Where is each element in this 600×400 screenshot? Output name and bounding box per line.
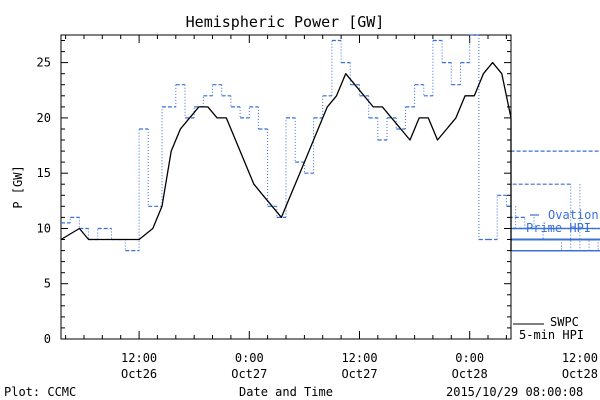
legend-ovation-label-line2: Prime HPI xyxy=(526,221,591,235)
x-tick-label-date: Oct27 xyxy=(231,367,267,381)
y-tick-label: 5 xyxy=(44,277,51,291)
x-tick-label-date: Oct26 xyxy=(121,367,157,381)
legend-swpc-label-line2: 5-min HPI xyxy=(519,328,584,342)
x-tick-label-time: 12:00 xyxy=(562,351,598,365)
x-tick-label-time: 12:00 xyxy=(341,351,377,365)
x-tick-label-time: 0:00 xyxy=(235,351,264,365)
x-axis: 12:00 Oct26 0:00 Oct27 12:00 Oct27 0:00 Oct28 12… xyxy=(65,35,598,381)
x-tick-label-time: 0:00 xyxy=(455,351,484,365)
x-tick-label-date: Oct28 xyxy=(452,367,488,381)
chart-title: Hemispheric Power [GW] xyxy=(186,13,385,31)
y-tick-label: 0 xyxy=(44,332,51,346)
plot-source-label: Plot: CCMC xyxy=(4,385,76,399)
y-tick-label: 20 xyxy=(37,111,51,125)
x-tick-label-time: 12:00 xyxy=(121,351,157,365)
series-ovation-prime-hpi xyxy=(61,34,600,252)
legend-ovation-label-line1: Ovation xyxy=(548,208,599,222)
x-axis-label: Date and Time xyxy=(239,385,333,399)
plot-timestamp: 2015/10/29 08:00:08 xyxy=(446,385,583,399)
y-axis-label: P [GW] xyxy=(11,165,25,208)
y-axis: 0 5 10 15 20 25 xyxy=(37,40,511,346)
x-tick-label-date: Oct28 xyxy=(562,367,598,381)
swpc-line xyxy=(60,61,512,252)
y-tick-label: 10 xyxy=(37,222,51,236)
y-tick-label: 25 xyxy=(37,56,51,70)
series-swpc-hpi xyxy=(60,61,512,252)
y-tick-label: 15 xyxy=(37,166,51,180)
legend-swpc-label-line1: SWPC xyxy=(550,315,579,329)
x-tick-label-date: Oct27 xyxy=(341,367,377,381)
